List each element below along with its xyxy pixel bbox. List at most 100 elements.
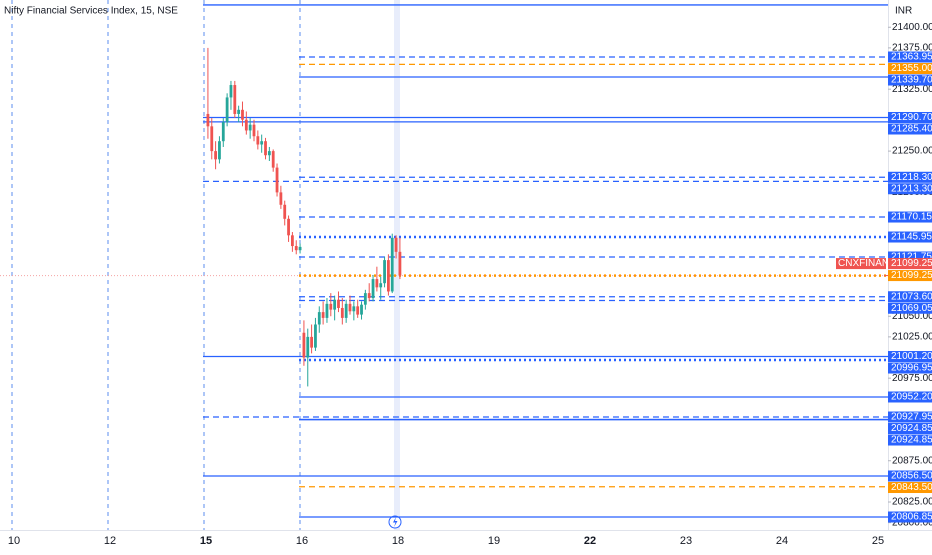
- x-tick-label: 16: [296, 535, 308, 547]
- candle-body: [367, 293, 371, 299]
- level-label-box: [888, 470, 932, 482]
- candle-body: [241, 109, 244, 120]
- level-label-box: [888, 74, 932, 86]
- level-label: 21213.30: [891, 183, 932, 194]
- symbol-label-box: [836, 258, 886, 270]
- candle-body: [310, 336, 313, 348]
- candle-body: [317, 312, 321, 325]
- level-label: 21170.15: [891, 212, 932, 223]
- level-label-box: [888, 51, 932, 63]
- candle-body: [229, 85, 233, 98]
- candle-body: [371, 279, 375, 299]
- chart-title: Nifty Financial Services Index, 15, NSE: [4, 6, 178, 17]
- level-label-box: [888, 423, 932, 435]
- candle-body: [252, 124, 256, 137]
- level-label: 21285.40: [891, 124, 932, 135]
- candle-body: [344, 303, 348, 318]
- x-tick-label: 24: [776, 535, 788, 547]
- x-tick-label: 10: [8, 535, 20, 547]
- candle-body: [214, 151, 217, 160]
- candle-body: [340, 307, 344, 318]
- level-label: 20996.95: [891, 363, 932, 374]
- y-tick-label: 20975.00: [892, 373, 932, 384]
- candle-body: [398, 251, 402, 276]
- candle-body: [329, 303, 333, 310]
- level-label: 21121.75: [891, 252, 932, 263]
- level-label-box: [888, 251, 932, 263]
- candle-body: [321, 312, 325, 318]
- candle-body: [264, 141, 267, 156]
- level-label-box: [888, 270, 932, 282]
- level-label-box: [888, 411, 932, 423]
- level-label-box: [888, 362, 932, 374]
- level-label-box: [888, 482, 932, 494]
- symbol-label: CNXFINANCE: [838, 258, 903, 269]
- level-label: 21339.70: [891, 75, 932, 86]
- x-tick-label: 22: [584, 535, 596, 547]
- level-label: 21073.60: [891, 291, 932, 302]
- level-label: 20927.95: [891, 412, 932, 423]
- event-icon-bolt: [393, 517, 398, 527]
- y-tick-label: 21375.00: [892, 43, 932, 54]
- level-label-box: [888, 391, 932, 403]
- level-label: 20856.50: [891, 471, 932, 482]
- y-tick-label: 21325.00: [892, 84, 932, 95]
- x-tick-label: 25: [872, 535, 884, 547]
- candle-body: [248, 124, 252, 131]
- y-tick-label: 20825.00: [892, 497, 932, 508]
- candle-body: [206, 113, 210, 127]
- highlight-band: [394, 0, 400, 530]
- candle-body: [275, 167, 279, 193]
- candle-body: [379, 283, 383, 288]
- x-tick-label: 19: [488, 535, 500, 547]
- candle-body: [218, 141, 221, 160]
- level-label-box: [888, 123, 932, 135]
- candle-body: [294, 246, 298, 251]
- candle-body: [287, 218, 290, 236]
- level-label-box: [888, 211, 932, 223]
- level-label-box: [888, 434, 932, 446]
- level-label: 21363.95: [891, 52, 932, 63]
- candle-body: [210, 126, 214, 152]
- candle-body: [244, 119, 248, 131]
- x-tick-label: 23: [680, 535, 692, 547]
- candle-body: [352, 306, 356, 312]
- candle-body: [337, 299, 340, 308]
- candle-body: [256, 136, 260, 145]
- level-label-box: [888, 63, 932, 75]
- y-tick-label: 21400.00: [892, 22, 932, 33]
- candle-body: [356, 306, 360, 315]
- level-label-box: [888, 351, 932, 363]
- level-label: 21145.95: [891, 232, 932, 243]
- candle-body: [325, 303, 329, 318]
- level-label-box: [888, 183, 932, 195]
- y-tick-label: 21025.00: [892, 332, 932, 343]
- candle-body: [375, 279, 379, 288]
- level-label: 21218.30: [891, 172, 932, 183]
- level-label: 21355.00: [891, 63, 932, 74]
- candle-body: [271, 151, 275, 168]
- candle-body: [306, 336, 310, 358]
- candle-body: [363, 293, 367, 305]
- session-separators: [11, 0, 301, 530]
- y-tick-label: 21050.00: [892, 311, 932, 322]
- x-tick-label: 12: [104, 535, 116, 547]
- candle-body: [225, 97, 229, 123]
- currency-label: INR: [895, 6, 912, 17]
- level-label: 20924.85: [891, 435, 932, 446]
- last-price-box: [888, 258, 932, 270]
- candle-body: [260, 141, 264, 145]
- candle-body: [314, 324, 317, 348]
- level-label-box: [888, 171, 932, 183]
- level-label: 20952.20: [891, 392, 932, 403]
- level-label-box: [888, 111, 932, 123]
- candle-body: [387, 260, 390, 292]
- candle-body: [298, 246, 302, 251]
- candle-body: [383, 260, 386, 284]
- level-label: 21290.70: [891, 112, 932, 123]
- candle-body: [267, 151, 271, 156]
- candle-body: [221, 122, 225, 142]
- level-label: 20843.50: [891, 482, 932, 493]
